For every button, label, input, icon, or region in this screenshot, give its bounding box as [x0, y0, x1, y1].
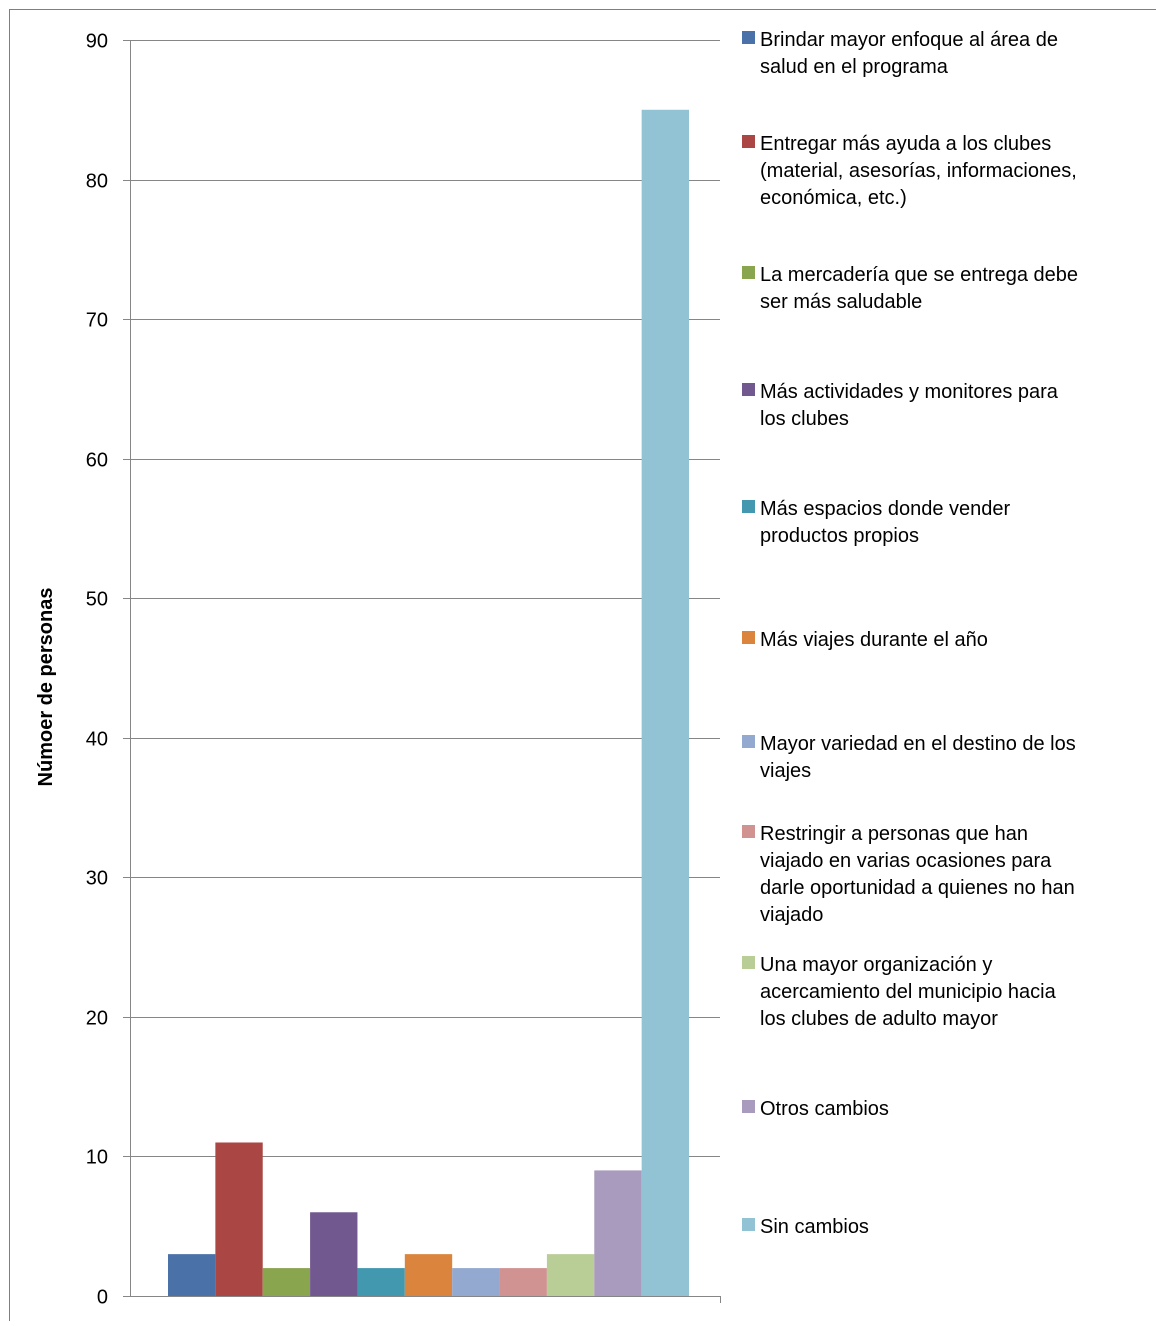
bar — [310, 1212, 357, 1296]
bar — [357, 1268, 404, 1296]
legend-item: Otros cambios — [742, 1098, 889, 1120]
legend-swatch — [742, 500, 755, 513]
legend-swatch — [742, 956, 755, 969]
bar — [168, 1254, 215, 1296]
y-tick-label: 10 — [86, 1147, 108, 1169]
legend-item: Más viajes durante el año — [742, 629, 988, 651]
legend-label: Más viajes durante el año — [760, 629, 988, 651]
y-tick-label: 80 — [86, 171, 108, 193]
y-tick-label: 0 — [97, 1287, 108, 1309]
y-tick-label: 70 — [86, 310, 108, 332]
legend-item: Sin cambios — [742, 1216, 869, 1238]
legend-swatch — [742, 31, 755, 44]
bar — [452, 1268, 499, 1296]
bar — [215, 1142, 262, 1296]
legend-swatch — [742, 735, 755, 748]
chart-border — [10, 10, 1156, 1322]
legend-swatch — [742, 1100, 755, 1113]
legend-swatch — [742, 1218, 755, 1231]
bar — [405, 1254, 452, 1296]
bar — [500, 1268, 547, 1296]
legend-swatch — [742, 135, 755, 148]
bar — [594, 1170, 641, 1296]
y-axis-title: Númoer de personas — [35, 588, 57, 787]
bar — [547, 1254, 594, 1296]
legend-swatch — [742, 825, 755, 838]
legend-label: Otros cambios — [760, 1098, 889, 1120]
y-tick-label: 40 — [86, 729, 108, 751]
y-tick-label: 50 — [86, 589, 108, 611]
y-tick-label: 30 — [86, 868, 108, 890]
legend-swatch — [742, 383, 755, 396]
y-tick-label: 20 — [86, 1008, 108, 1030]
bar — [263, 1268, 310, 1296]
legend-swatch — [742, 631, 755, 644]
bar — [642, 110, 689, 1296]
legend-label: Sin cambios — [760, 1216, 869, 1238]
y-tick-label: 60 — [86, 450, 108, 472]
legend-swatch — [742, 266, 755, 279]
y-tick-label: 90 — [86, 31, 108, 53]
